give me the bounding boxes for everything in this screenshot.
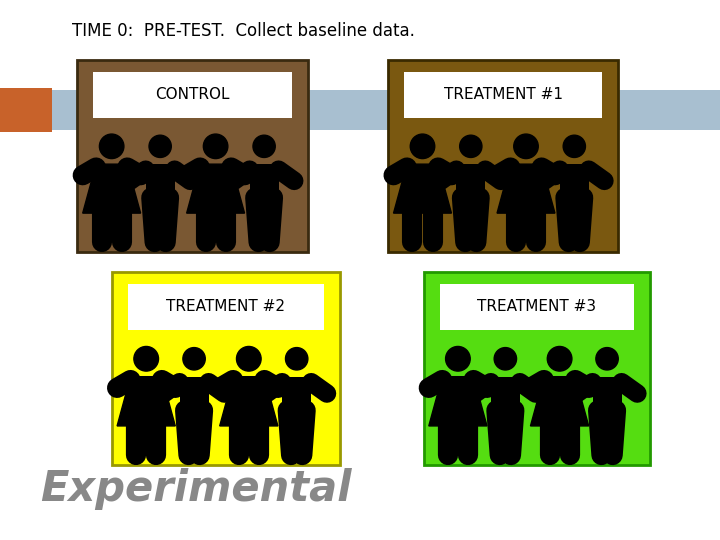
Polygon shape [497, 164, 555, 213]
Bar [440, 284, 634, 330]
Bar [250, 164, 279, 198]
Circle shape [446, 347, 470, 371]
Circle shape [203, 134, 228, 159]
Bar [560, 164, 589, 198]
Text: TREATMENT #2: TREATMENT #2 [166, 299, 286, 314]
Text: Experimental: Experimental [40, 468, 351, 510]
Circle shape [494, 348, 516, 370]
Bar [0, 90, 720, 130]
Bar [424, 272, 650, 465]
Text: CONTROL: CONTROL [156, 87, 230, 102]
Polygon shape [429, 377, 487, 426]
Bar [128, 284, 324, 330]
Circle shape [514, 134, 539, 159]
Circle shape [563, 135, 585, 158]
Polygon shape [220, 377, 278, 426]
Bar [0, 88, 52, 132]
Bar [282, 377, 311, 410]
Bar [404, 71, 602, 118]
Bar [145, 164, 175, 198]
Text: TREATMENT #3: TREATMENT #3 [477, 299, 597, 314]
Circle shape [134, 347, 158, 371]
Polygon shape [186, 164, 245, 213]
Bar [456, 164, 485, 198]
Bar [388, 60, 618, 252]
Circle shape [253, 135, 275, 158]
Polygon shape [117, 377, 175, 426]
Bar [77, 60, 308, 252]
Polygon shape [531, 377, 589, 426]
Bar [179, 377, 209, 410]
Text: TIME 0:  PRE-TEST.  Collect baseline data.: TIME 0: PRE-TEST. Collect baseline data. [72, 22, 415, 40]
Circle shape [286, 348, 308, 370]
Polygon shape [83, 164, 140, 213]
Circle shape [183, 348, 205, 370]
Circle shape [459, 135, 482, 158]
Bar [593, 377, 621, 410]
Circle shape [410, 134, 435, 159]
Circle shape [99, 134, 124, 159]
Bar [93, 71, 292, 118]
Bar [112, 272, 340, 465]
Text: TREATMENT #1: TREATMENT #1 [444, 87, 562, 102]
Bar [491, 377, 520, 410]
Circle shape [596, 348, 618, 370]
Circle shape [547, 347, 572, 371]
Circle shape [149, 135, 171, 158]
Circle shape [236, 347, 261, 371]
Polygon shape [394, 164, 451, 213]
